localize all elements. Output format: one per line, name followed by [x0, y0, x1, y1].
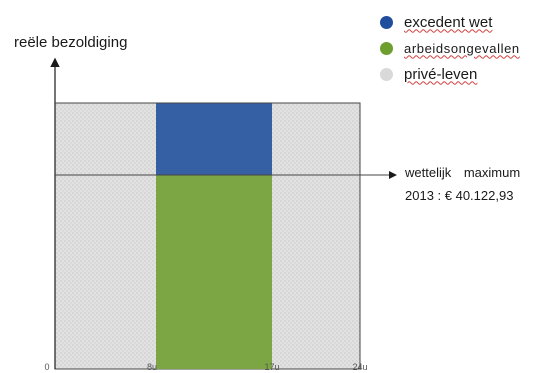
y-axis-label: reële bezoldiging	[14, 34, 128, 51]
legend-swatch-arbeidsongevallen	[380, 41, 393, 55]
legend-item-prive: privé-leven	[380, 61, 520, 87]
legend-label-prive: privé-leven	[404, 65, 478, 83]
x-tick-8u: 8u	[146, 362, 158, 372]
legend-item-arbeidsongevallen: arbeidsongevallen	[380, 35, 520, 61]
legend-label-arbeidsongevallen: arbeidsongevallen	[404, 40, 520, 56]
legal-maximum-value: 2013 : € 40.122,93	[405, 188, 514, 203]
legend-item-excedent: excedent wet	[380, 9, 520, 35]
legend: excedent wet arbeidsongevallen privé-lev…	[380, 9, 520, 87]
legend-label-excedent: excedent wet	[404, 13, 493, 31]
legal-maximum-label: wettelijk maximum	[405, 165, 521, 180]
x-tick-17u: 17u	[264, 362, 280, 372]
legend-swatch-prive	[380, 67, 393, 81]
x-tick-24u: 24u	[352, 362, 368, 372]
x-tick-0: 0	[44, 362, 50, 372]
legend-swatch-excedent	[380, 15, 393, 29]
